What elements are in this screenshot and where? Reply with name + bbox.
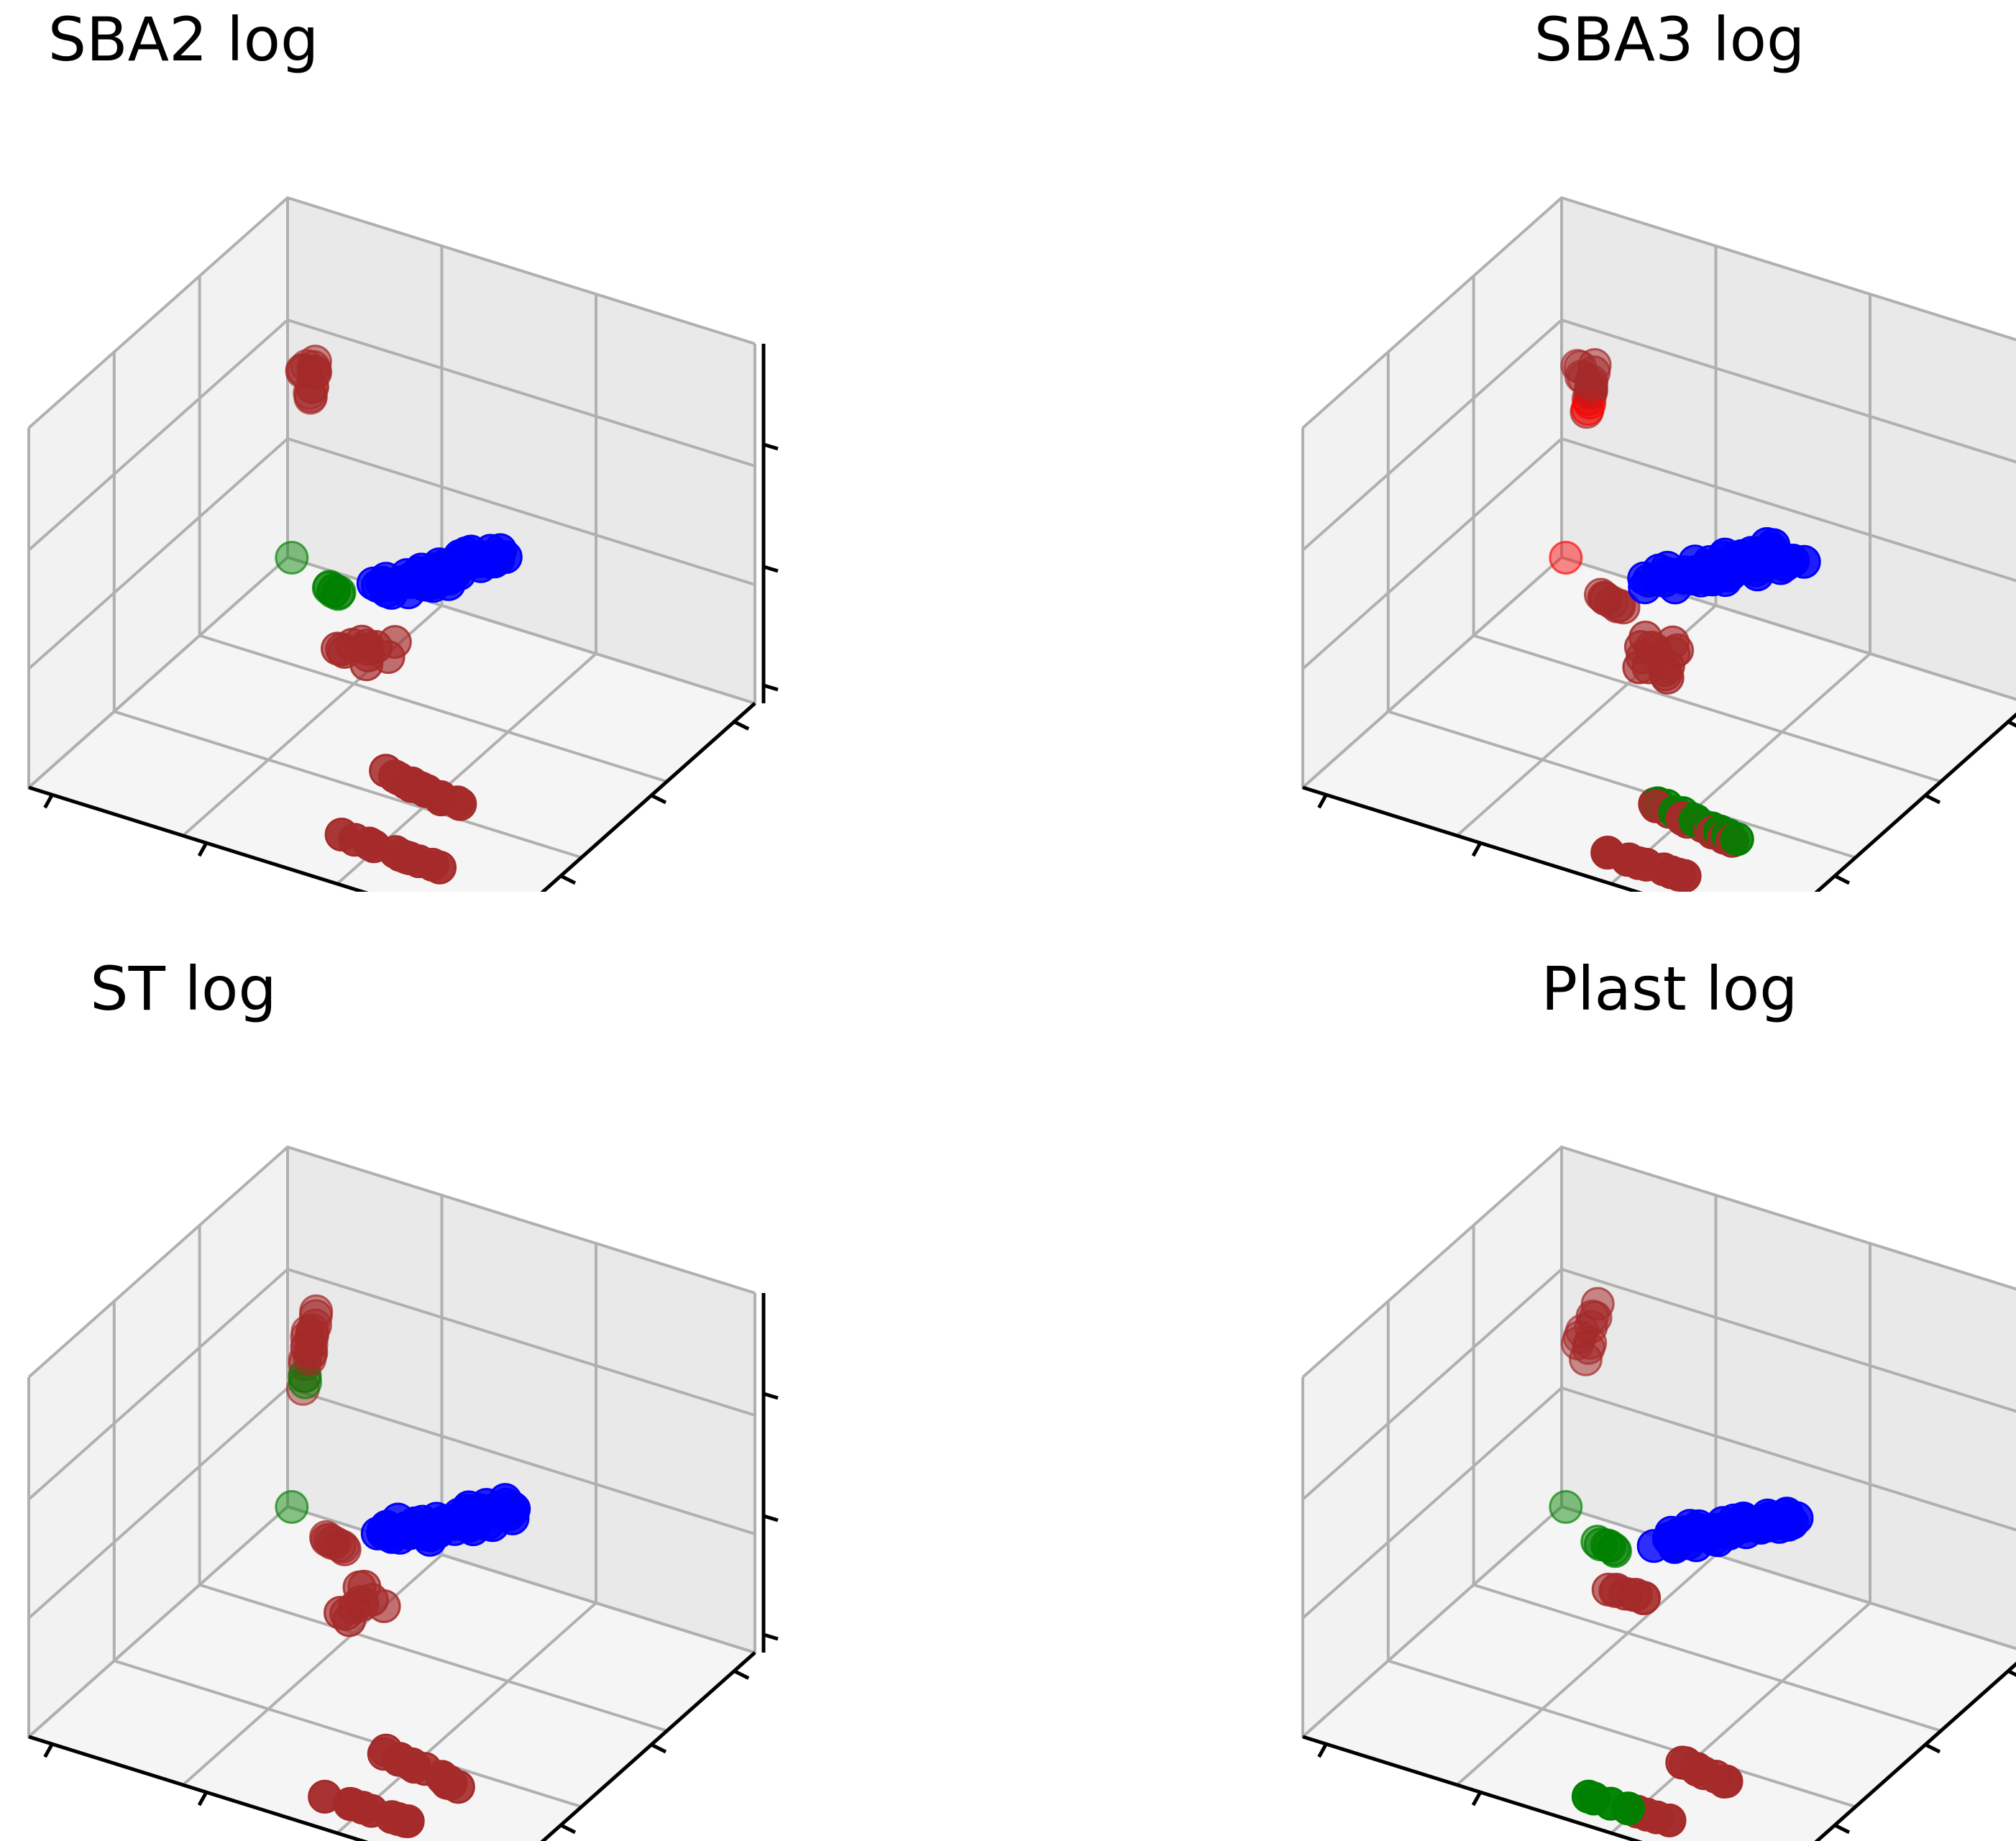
pane-left <box>1303 198 1562 787</box>
subplot-sba2: SBA2 log <box>0 0 791 892</box>
brown-point <box>423 850 457 885</box>
subplot-plast: Plast log <box>1274 949 2016 1841</box>
y-axis-line <box>1814 1661 2016 1841</box>
grid-line <box>27 196 756 429</box>
y-tick <box>650 793 667 805</box>
x-tick <box>1471 1791 1483 1806</box>
x-axis-line <box>1302 1735 1643 1841</box>
grid-line <box>286 198 756 705</box>
pane-left <box>1303 1147 1562 1737</box>
grid-line <box>1560 1147 2016 1650</box>
z-tick <box>763 1632 779 1641</box>
axes3d <box>27 196 779 892</box>
x-tick <box>1471 841 1483 857</box>
green-point <box>1549 1490 1583 1524</box>
brown-point <box>1577 348 1612 382</box>
x-tick <box>43 793 54 809</box>
scatter3d-canvas <box>1301 196 2016 892</box>
x-tick <box>1317 1742 1328 1758</box>
pane-floor <box>29 557 755 892</box>
y-tick <box>2007 1669 2016 1677</box>
blue-point <box>1769 1497 1804 1531</box>
brown-point <box>1606 590 1641 625</box>
pane-floor <box>1303 557 2016 892</box>
y-tick <box>559 874 577 885</box>
y-tick <box>733 720 750 731</box>
green-point <box>275 1490 309 1524</box>
grid-line <box>1560 198 2016 701</box>
brown-point <box>298 1299 333 1333</box>
brown-point <box>1627 1581 1662 1615</box>
x-axis-line <box>28 1735 369 1841</box>
x-tick <box>43 1742 54 1758</box>
pane-left <box>29 198 288 787</box>
green-point <box>1598 1534 1632 1568</box>
brown-point <box>1580 1287 1615 1321</box>
grid-line <box>1301 196 2016 429</box>
z-tick <box>763 565 779 573</box>
scatter3d-canvas <box>27 1145 779 1841</box>
axes3d <box>1301 196 2016 892</box>
brown-point <box>298 344 332 379</box>
z-tick <box>763 1514 779 1522</box>
pane-floor <box>1303 1507 2016 1841</box>
x-axis-line <box>28 785 369 892</box>
grid-line <box>27 1145 756 1379</box>
y-tick <box>650 1742 667 1754</box>
brown-point <box>441 1770 475 1804</box>
z-tick <box>763 1392 779 1400</box>
brown-point <box>1667 859 1702 892</box>
y-tick <box>559 1823 577 1835</box>
y-tick <box>733 1669 750 1680</box>
y-axis-line <box>540 1651 756 1841</box>
pane-floor <box>29 1507 755 1841</box>
blue-point <box>488 540 523 575</box>
y-axis-line <box>540 702 756 892</box>
brown-point <box>338 1590 372 1625</box>
y-axis-line <box>1814 712 2016 892</box>
subplot-st: ST log <box>0 949 791 1841</box>
z-tick <box>763 442 779 451</box>
x-axis-line <box>1302 785 1643 892</box>
scatter3d-canvas <box>27 196 779 892</box>
green-point <box>1720 822 1754 856</box>
red-point <box>1549 541 1583 575</box>
y-tick <box>2007 720 2016 728</box>
green-point <box>321 577 355 611</box>
grid-line <box>286 1147 756 1654</box>
blue-point <box>488 1483 523 1517</box>
subplot-title: SBA3 log <box>1534 4 1805 75</box>
brown-point <box>327 1532 362 1566</box>
subplot-title: ST log <box>90 954 277 1024</box>
brown-point <box>1649 657 1683 692</box>
x-tick <box>1317 793 1328 809</box>
green-point <box>1611 1791 1646 1826</box>
y-tick <box>1924 1742 1941 1754</box>
y-tick <box>1833 1823 1851 1835</box>
x-tick <box>197 1791 209 1806</box>
brown-point <box>325 632 359 667</box>
brown-point <box>349 647 384 682</box>
scatter3d-canvas <box>1301 1145 2016 1841</box>
subplot-title: SBA2 log <box>47 4 319 75</box>
brown-point <box>390 1804 425 1838</box>
pane-left <box>29 1147 288 1737</box>
brown-point <box>1652 1803 1687 1837</box>
green-point <box>275 541 309 575</box>
axes3d <box>27 1145 779 1841</box>
grid-line <box>1301 1145 2016 1379</box>
axes3d <box>1301 1145 2016 1841</box>
y-tick <box>1833 874 1851 885</box>
x-tick <box>197 841 209 857</box>
blue-point <box>1772 544 1807 578</box>
brown-point <box>1709 1764 1744 1799</box>
brown-point <box>443 787 477 821</box>
y-tick <box>1924 793 1941 805</box>
subplot-title: Plast log <box>1541 954 1798 1024</box>
subplot-sba3: SBA3 log <box>1274 0 2016 892</box>
z-tick <box>763 683 779 692</box>
